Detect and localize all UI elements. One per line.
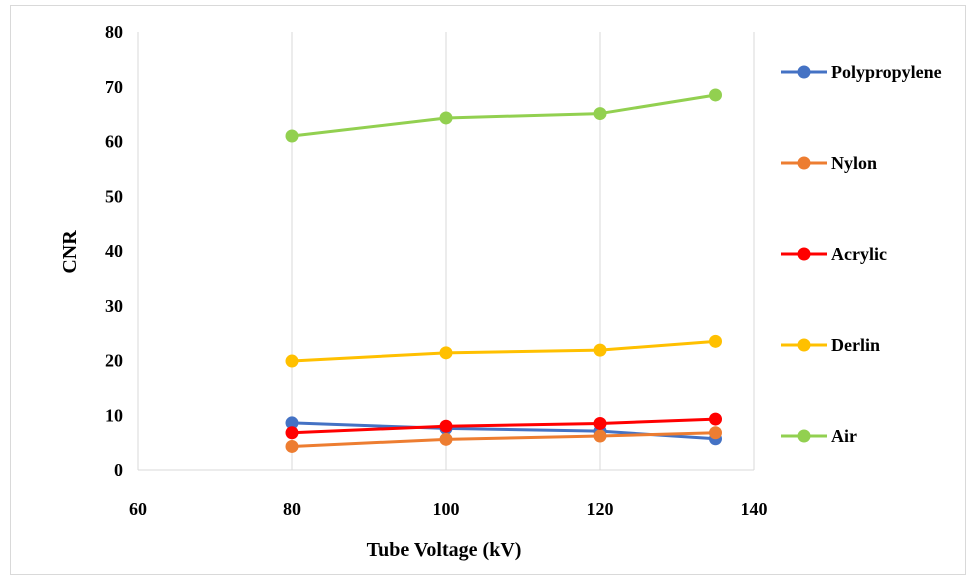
data-point-acrylic xyxy=(285,426,299,440)
series-acrylic xyxy=(285,412,722,440)
axis-layer: 60 80 100 120 140 0 10 20 30 40 50 60 70 80 xyxy=(105,22,768,519)
y-tick-label: 70 xyxy=(105,77,123,97)
data-point-nylon xyxy=(285,439,299,453)
data-point-acrylic xyxy=(593,416,607,430)
legend-item-nylon: Nylon xyxy=(781,153,877,173)
legend-label: Derlin xyxy=(831,335,880,355)
legend-swatch-marker xyxy=(797,338,811,352)
legend-label: Polypropylene xyxy=(831,62,942,82)
y-tick-label: 30 xyxy=(105,296,123,316)
chart-frame: 60 80 100 120 140 0 10 20 30 40 50 60 70 80 Polypropy… xyxy=(10,5,966,575)
legend-swatch-marker xyxy=(797,65,811,79)
series-line-acrylic xyxy=(291,417,716,435)
data-point-nylon xyxy=(709,426,722,440)
data-point-derlin xyxy=(285,354,299,368)
legend-swatch-marker xyxy=(797,429,811,443)
data-point-polypropylene xyxy=(285,416,299,430)
data-point-air xyxy=(439,111,453,125)
data-point-nylon xyxy=(593,429,607,443)
y-tick-label: 80 xyxy=(105,22,123,42)
series-layer xyxy=(285,88,722,453)
x-tick-label: 100 xyxy=(433,499,460,519)
legend-label: Air xyxy=(831,426,857,446)
y-tick-label: 0 xyxy=(114,460,123,480)
legend-item-acrylic: Acrylic xyxy=(781,244,887,264)
data-point-derlin xyxy=(439,346,453,360)
series-nylon xyxy=(285,426,722,453)
legend-item-polypropylene: Polypropylene xyxy=(781,62,942,82)
legend-swatch-marker xyxy=(797,247,811,261)
legend-item-air: Air xyxy=(781,426,857,446)
data-point-air xyxy=(285,129,299,143)
x-tick-label: 60 xyxy=(129,499,147,519)
x-tick-label: 140 xyxy=(741,499,768,519)
x-tick-label: 80 xyxy=(283,499,301,519)
series-line-nylon xyxy=(291,431,716,448)
series-derlin xyxy=(285,334,722,368)
line-chart: 60 80 100 120 140 0 10 20 30 40 50 60 70 80 Polypropy… xyxy=(59,22,942,561)
data-point-air xyxy=(593,107,607,121)
data-point-acrylic xyxy=(439,419,453,433)
grid-layer xyxy=(291,32,755,470)
legend-swatch-marker xyxy=(797,156,811,170)
legend-item-derlin: Derlin xyxy=(781,335,880,355)
data-point-acrylic xyxy=(709,412,722,426)
y-axis-title: CNR xyxy=(59,230,81,274)
legend: Polypropylene Nylon Acrylic Derlin Air xyxy=(781,62,942,446)
x-axis-title: Tube Voltage (kV) xyxy=(367,539,522,561)
y-tick-label: 10 xyxy=(105,405,123,425)
x-tick-label: 120 xyxy=(587,499,614,519)
y-tick-label: 40 xyxy=(105,241,123,261)
legend-label: Acrylic xyxy=(831,244,887,264)
y-tick-label: 20 xyxy=(105,351,123,371)
data-point-derlin xyxy=(593,343,607,357)
data-point-air xyxy=(709,88,722,102)
series-air xyxy=(285,88,722,143)
y-tick-label: 50 xyxy=(105,186,123,206)
series-line-air xyxy=(291,93,716,138)
data-point-nylon xyxy=(439,432,453,446)
y-tick-label: 60 xyxy=(105,132,123,152)
series-line-derlin xyxy=(291,339,716,363)
legend-label: Nylon xyxy=(831,153,877,173)
data-point-derlin xyxy=(709,334,722,348)
